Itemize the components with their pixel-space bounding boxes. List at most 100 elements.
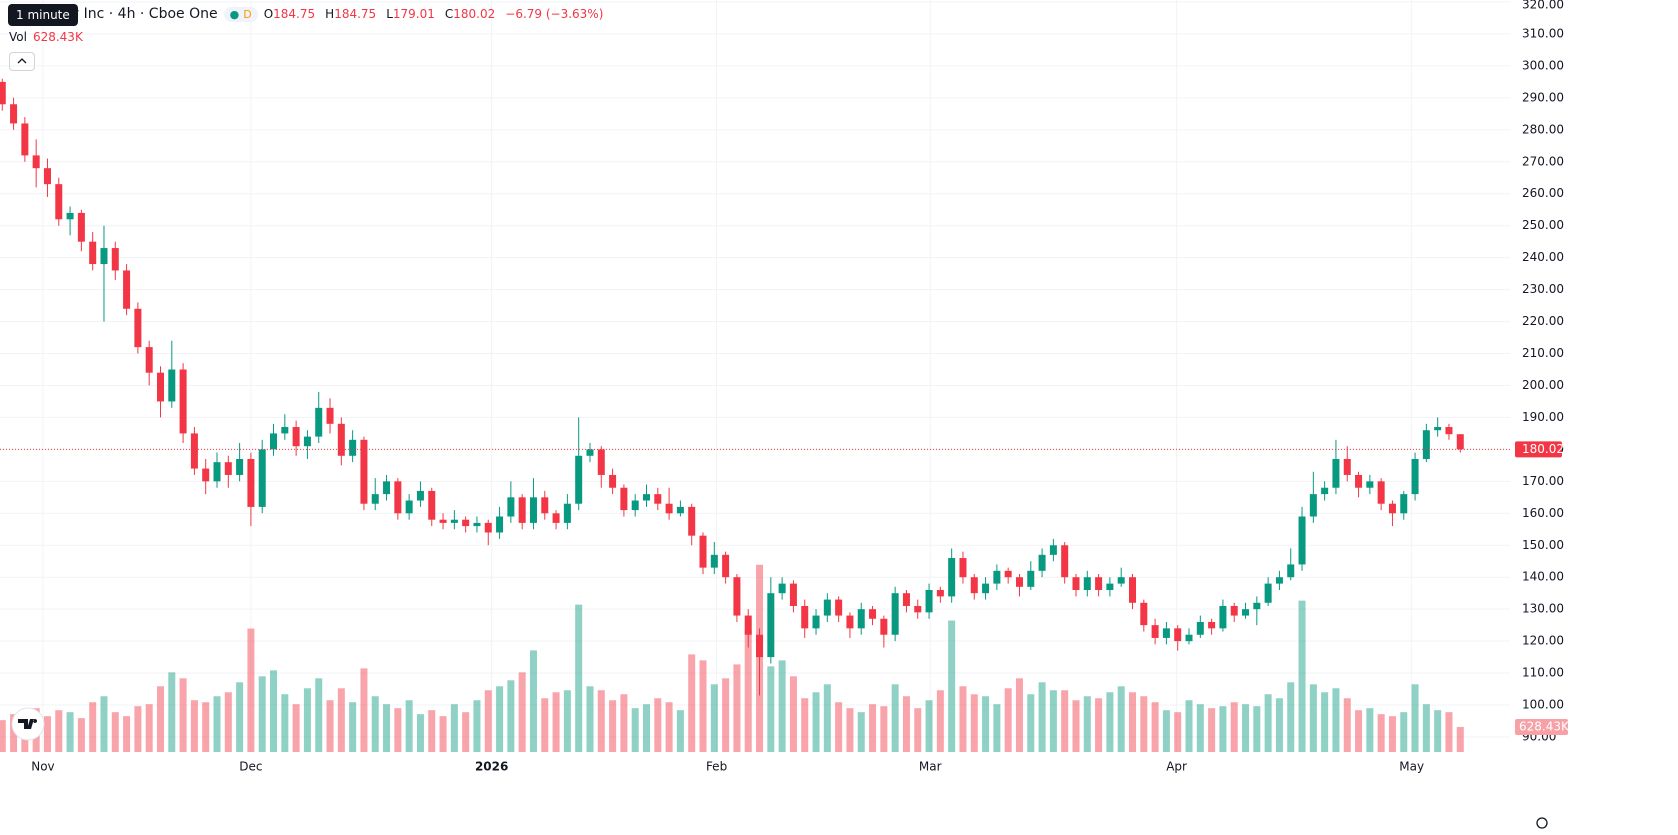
volume-bar: [744, 630, 752, 752]
c-key: C: [444, 7, 454, 21]
candle-body: [1298, 516, 1306, 565]
candle-body: [982, 583, 990, 594]
candle-body: [1377, 481, 1385, 504]
volume-bar: [575, 604, 583, 752]
candle-body: [1208, 621, 1216, 629]
volume-bar: [213, 696, 221, 752]
volume-bar: [349, 702, 357, 752]
h-key: H: [325, 7, 335, 21]
candle-body: [1343, 458, 1351, 475]
legend-header: gy Inc · 4h · Cboe One ● D O184.75 H184.7…: [62, 6, 607, 22]
c-value: 180.02: [453, 7, 496, 21]
volume-bar: [462, 712, 470, 752]
candle-body: [1196, 621, 1204, 635]
volume-bar: [0, 720, 6, 752]
candle-body: [394, 481, 402, 514]
candle-body: [360, 439, 368, 504]
volume-bar: [428, 710, 436, 752]
volume-bar: [1196, 704, 1204, 752]
volume-bar: [337, 688, 345, 752]
volume-bar: [1095, 698, 1103, 752]
y-tick-label: 250.00: [1522, 218, 1564, 232]
candle-body: [484, 522, 492, 533]
candle-body: [1027, 570, 1035, 587]
candle-body: [1151, 625, 1159, 638]
candle-body: [846, 615, 854, 629]
y-tick-label: 260.00: [1522, 186, 1564, 200]
volume-bar: [303, 688, 311, 752]
candle-body: [43, 168, 51, 185]
volume-bar: [1004, 688, 1012, 752]
volume-bar: [450, 704, 458, 752]
volume-bar: [902, 696, 910, 752]
candle-body: [1275, 577, 1283, 584]
x-tick-label: Feb: [706, 760, 727, 774]
y-tick-label: 270.00: [1522, 154, 1564, 168]
candle-body: [1106, 583, 1114, 590]
y-tick-label: 210.00: [1522, 346, 1564, 360]
o-value: 184.75: [273, 7, 316, 21]
volume-bar: [597, 690, 605, 752]
candle-body: [202, 468, 210, 482]
candle-body: [55, 184, 63, 220]
candle-body: [371, 494, 379, 504]
volume-bar: [111, 712, 119, 752]
volume-bar: [1242, 704, 1250, 752]
candle-body: [66, 212, 74, 220]
y-tick-label: 240.00: [1522, 250, 1564, 264]
candle-body: [326, 407, 334, 424]
candle-body: [1332, 458, 1340, 488]
candle-body: [258, 449, 266, 507]
candle-body: [767, 593, 775, 658]
volume-bar: [258, 676, 266, 752]
volume-bar: [1422, 704, 1430, 752]
volume-bar: [688, 654, 696, 752]
volume-bar: [1309, 684, 1317, 752]
candle-body: [213, 462, 221, 482]
volume-bar: [880, 706, 888, 752]
candle-body: [1242, 609, 1250, 616]
candle-body: [145, 347, 153, 373]
volume-bar: [1162, 710, 1170, 752]
candle-body: [609, 474, 617, 488]
volume-bar: [642, 704, 651, 752]
x-tick-label: Nov: [31, 760, 54, 774]
volume-bar: [66, 712, 74, 752]
volume-bar: [1117, 686, 1125, 752]
y-tick-label: 150.00: [1522, 538, 1564, 552]
candle-body: [1049, 545, 1057, 555]
candle-body: [77, 212, 85, 242]
volume-bar: [541, 698, 549, 752]
volume-bar: [496, 686, 504, 752]
volume-bar: [145, 704, 153, 752]
y-tick-label: 310.00: [1522, 26, 1564, 40]
volume-bar: [270, 670, 278, 752]
y-tick-label: 130.00: [1522, 602, 1564, 616]
volume-bar: [1038, 682, 1046, 752]
candle-body: [1140, 602, 1148, 626]
candle-body: [1128, 577, 1137, 603]
volume-bar: [55, 710, 63, 752]
candle-body: [292, 427, 300, 447]
candle-body: [462, 519, 470, 527]
volume-bar: [416, 714, 424, 752]
collapse-button[interactable]: [9, 52, 35, 71]
volume-bar: [405, 700, 413, 752]
volume-bar: [699, 660, 707, 752]
volume-bar: [846, 708, 854, 752]
candle-body: [1174, 628, 1182, 642]
volume-bar: [914, 708, 922, 752]
last-price-tag: [1515, 441, 1562, 458]
volume-bar: [1072, 700, 1080, 752]
candle-body: [914, 605, 922, 613]
volume-bar: [1185, 700, 1193, 752]
h-value: 184.75: [334, 7, 377, 21]
volume-bar: [1264, 694, 1272, 752]
candle-body: [1355, 474, 1363, 488]
candle-body: [0, 81, 6, 105]
candle-body: [383, 481, 391, 495]
volume-bar: [190, 700, 198, 752]
volume-bar: [789, 676, 797, 752]
candle-body: [948, 558, 956, 597]
volume-bar: [1366, 708, 1374, 752]
